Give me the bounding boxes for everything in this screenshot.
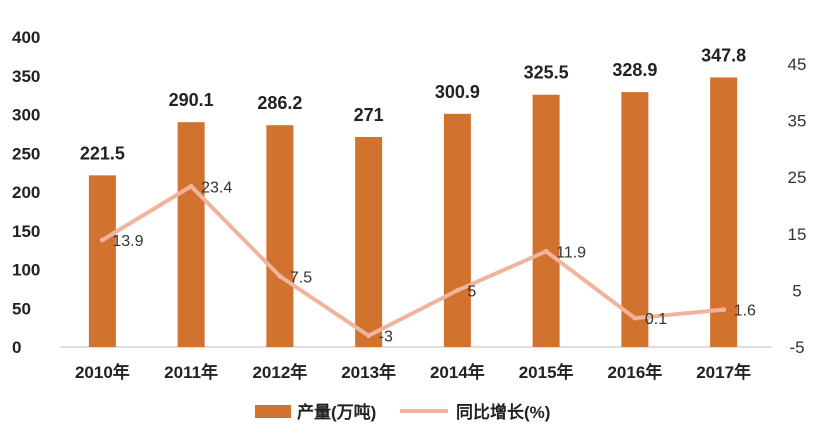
right-axis-tick-label: 5 bbox=[792, 281, 801, 300]
line-point bbox=[277, 273, 283, 279]
line-point bbox=[99, 237, 105, 243]
left-axis-tick-label: 100 bbox=[12, 261, 40, 280]
right-axis-tick-label: -5 bbox=[789, 338, 804, 357]
line-point bbox=[632, 315, 638, 321]
growth-line bbox=[100, 184, 726, 338]
line-value-label: 13.9 bbox=[112, 233, 143, 250]
line-point bbox=[721, 307, 727, 313]
bar-value-label: 286.2 bbox=[257, 93, 302, 113]
x-axis-tick-label: 2010年 bbox=[75, 362, 130, 382]
bar-value-label: 328.9 bbox=[612, 60, 657, 80]
x-axis-tick-label: 2016年 bbox=[607, 362, 662, 382]
bar bbox=[621, 92, 649, 347]
bar bbox=[266, 125, 294, 347]
left-y-axis: 0 50 100 150 200 250 300 350 400 bbox=[12, 28, 40, 357]
legend-label-bar: 产量(万吨) bbox=[297, 402, 376, 422]
line-value-label: 1.6 bbox=[734, 303, 756, 320]
x-axis-tick-label: 2017年 bbox=[696, 362, 751, 382]
x-axis-tick-label: 2014年 bbox=[430, 362, 485, 382]
right-y-axis: -5 5 15 25 35 45 bbox=[788, 55, 807, 357]
x-axis-tick-label: 2011年 bbox=[164, 362, 218, 382]
legend: 产量(万吨) 同比增长(%) bbox=[255, 402, 550, 422]
bar bbox=[710, 77, 738, 347]
x-axis-tick-label: 2012年 bbox=[252, 362, 307, 382]
right-axis-tick-label: 25 bbox=[788, 168, 807, 187]
right-axis-tick-label: 35 bbox=[788, 112, 807, 131]
left-axis-tick-label: 350 bbox=[12, 67, 40, 86]
line-point bbox=[454, 287, 460, 293]
right-axis-tick-label: 15 bbox=[788, 225, 807, 244]
line-value-label: -3 bbox=[379, 329, 393, 346]
line-point bbox=[366, 333, 372, 339]
bar bbox=[177, 122, 205, 347]
bar-value-label: 221.5 bbox=[80, 143, 125, 163]
line-value-label: 5 bbox=[467, 283, 476, 300]
line-point bbox=[188, 183, 194, 189]
bar bbox=[88, 175, 116, 347]
x-axis-tick-label: 2013年 bbox=[341, 362, 396, 382]
left-axis-tick-label: 150 bbox=[12, 222, 40, 241]
left-axis-tick-label: 300 bbox=[12, 106, 40, 125]
line-point bbox=[543, 248, 549, 254]
legend-swatch-bar bbox=[255, 405, 291, 418]
bar bbox=[443, 113, 471, 348]
bar-value-label: 290.1 bbox=[169, 90, 214, 110]
bar-series: 221.5 290.1 286.2 271 300.9 325.5 328.9 347.8 bbox=[80, 45, 746, 348]
legend-label-line: 同比增长(%) bbox=[456, 402, 550, 422]
line-value-label: 23.4 bbox=[201, 179, 232, 196]
right-axis-tick-label: 45 bbox=[788, 55, 807, 74]
left-axis-tick-label: 0 bbox=[12, 338, 21, 357]
left-axis-tick-label: 400 bbox=[12, 28, 40, 47]
bar bbox=[532, 94, 560, 347]
x-axis: 2010年 2011年 2012年 2013年 2014年 2015年 2016年 2017年 bbox=[60, 346, 772, 382]
bar bbox=[355, 136, 383, 347]
bar-value-label: 300.9 bbox=[435, 82, 480, 102]
line-value-label: 11.9 bbox=[556, 244, 586, 261]
left-axis-tick-label: 200 bbox=[12, 183, 40, 202]
line-series: 13.9 23.4 7.5 -3 5 11.9 0.1 1.6 bbox=[99, 179, 756, 346]
bar-value-label: 347.8 bbox=[701, 45, 746, 65]
bar-value-label: 271 bbox=[354, 105, 384, 125]
x-axis-tick-label: 2015年 bbox=[519, 362, 574, 382]
line-value-label: 7.5 bbox=[290, 269, 312, 286]
left-axis-tick-label: 250 bbox=[12, 144, 40, 163]
left-axis-tick-label: 50 bbox=[12, 299, 31, 318]
bar-value-label: 325.5 bbox=[524, 63, 569, 83]
line-value-label: 0.1 bbox=[645, 311, 667, 328]
